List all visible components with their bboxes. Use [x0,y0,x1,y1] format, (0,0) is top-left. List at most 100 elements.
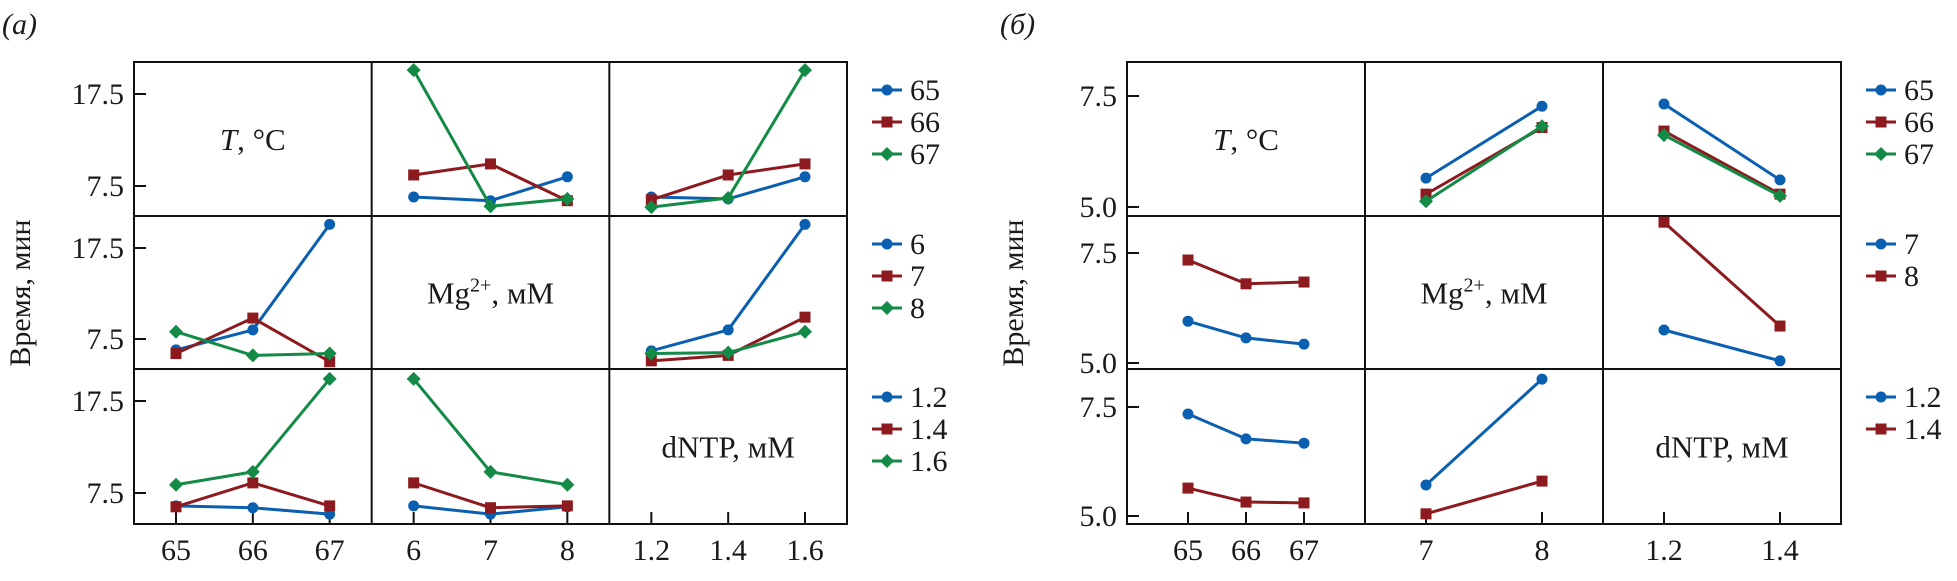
x-tick-label: 7 [483,534,498,567]
panel-label: (a) [2,8,37,41]
series-line-67 [412,69,568,208]
y-tick-label: 7.5 [87,477,125,510]
series-line-66 [413,162,568,203]
x-tick-label: 66 [238,534,268,567]
marker-circle [1658,98,1670,110]
marker-circle [1536,100,1548,112]
cell-t-by-dntp [1657,98,1787,203]
x-tick-label: 6 [406,534,421,567]
marker-diamond [721,345,736,360]
legend-label: 1.4 [910,413,948,446]
x-tick-label: 1.4 [1761,534,1799,567]
marker-square [799,158,811,170]
marker-diamond [560,191,575,206]
marker-diamond [880,147,894,161]
marker-circle [1240,332,1252,344]
marker-diamond [169,477,183,492]
x-tick-label: 67 [315,534,345,567]
marker-circle [1240,433,1252,445]
marker-circle [324,508,336,520]
marker-diamond [483,199,498,214]
legend-mg: 678 [872,228,925,325]
series-line-1.2 [1424,377,1544,487]
y-tick-label: 17.5 [72,78,125,111]
x-tick-label: 65 [1173,534,1203,567]
marker-square [1420,508,1432,520]
series-line-65 [1425,104,1543,180]
cell-mg-by-dntp [644,218,812,367]
x-tick-label: 1.4 [709,534,747,567]
legend-mg: 78 [1866,228,1919,293]
marker-square [1182,254,1194,266]
marker-square [881,116,893,128]
marker-square [170,501,182,513]
y-tick-label: 7.5 [87,170,125,203]
factor-label-t: T, °C [1213,122,1279,157]
marker-square [881,423,893,435]
marker-square [408,169,420,181]
cell-t-by-mg [1419,100,1549,209]
cell-dntp-by-t [169,371,337,520]
marker-diamond [798,63,812,78]
plot-frame [1126,61,1842,525]
x-tick-label: 67 [1289,534,1319,567]
marker-square [645,194,657,206]
factor-label-t: T, °C [220,122,286,157]
marker-diamond [1874,147,1888,161]
marker-circle [1875,238,1887,250]
marker-diamond [798,324,812,339]
factor-label-dntp: dNTP, мМ [662,430,795,465]
marker-circle [408,500,420,512]
series-line-7 [1663,328,1781,363]
y-axis-label: Время, мин [997,219,1030,366]
marker-diamond [483,464,498,479]
series-line-66 [1663,129,1781,196]
marker-square [324,356,336,368]
factor-label-mg: Mg2+, мМ [1420,275,1547,311]
cell-dntp-by-mg [406,371,575,520]
marker-square [1774,320,1786,332]
legend-label: 66 [910,106,940,139]
marker-diamond [1419,194,1433,209]
marker-diamond [644,200,659,215]
marker-square [881,270,893,282]
marker-square [247,312,259,324]
legend-label: 67 [910,138,940,171]
cell-dntp-by-t [1182,408,1310,509]
x-tick-label: 8 [560,534,575,567]
marker-diamond [169,324,183,339]
y-tick-label: 7.5 [1080,80,1118,113]
legend-dntp: 1.21.4 [1866,381,1942,446]
legend-label: 1.4 [1904,413,1942,446]
legend-label: 67 [1904,138,1934,171]
marker-square [1875,270,1887,282]
series-line-8 [1662,221,1782,328]
marker-diamond [322,346,337,361]
marker-square [1875,423,1887,435]
y-tick-label: 5.0 [1080,191,1118,224]
x-tick-label: 66 [1231,534,1261,567]
marker-square [485,158,496,170]
marker-circle [1774,355,1786,367]
x-tick-label: 7 [1419,534,1434,567]
cell-dntp-by-mg [1420,373,1548,520]
marker-square [722,169,734,181]
y-tick-label: 7.5 [1080,391,1118,424]
marker-square [1182,482,1194,494]
marker-square [170,348,182,360]
marker-diamond [406,371,421,386]
x-tick-label: 8 [1535,534,1550,567]
marker-diamond [721,190,736,205]
legend-label: 65 [1904,74,1934,107]
x-tick-label: 65 [161,534,191,567]
factor-label-dntp: dNTP, мМ [1655,430,1788,465]
marker-circle [1182,408,1194,420]
cell-t-by-mg [406,63,575,214]
legend-dntp: 1.21.41.6 [872,381,948,478]
factor-label-mg: Mg2+, мМ [427,275,554,311]
marker-diamond [406,63,421,78]
panel-label: (б) [1000,8,1035,41]
marker-diamond [560,477,575,492]
